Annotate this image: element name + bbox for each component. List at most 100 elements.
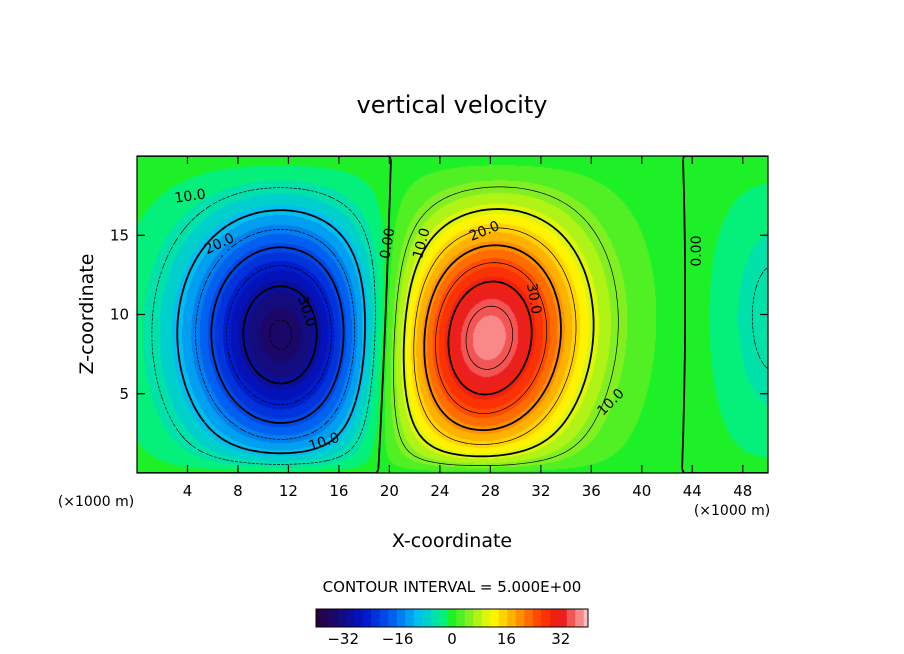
colorbar-swatch — [541, 609, 546, 627]
x-axis-unit-right: (×1000 m) — [694, 503, 770, 519]
contour--25 — [226, 265, 332, 406]
x-tick-label: 4 — [183, 482, 193, 500]
y-tick-label: 10 — [110, 306, 129, 324]
contour--10 — [176, 209, 366, 455]
colorbar-swatch — [464, 609, 470, 627]
colorbar-tick-label: −16 — [382, 630, 414, 648]
colorbar-swatch — [532, 609, 538, 627]
colorbar-swatch — [494, 609, 500, 627]
colorbar-swatch — [316, 609, 321, 627]
colorbar-swatch — [511, 609, 517, 627]
x-tick-label: 12 — [279, 482, 298, 500]
colorbar-swatch — [481, 609, 487, 627]
colorbar-swatch — [392, 609, 398, 627]
x-tick-label: 24 — [430, 482, 449, 500]
colorbar-swatch — [371, 609, 376, 627]
colorbar-swatch — [571, 609, 576, 627]
contour-label: 10.0 — [410, 226, 434, 260]
contour-label-group-9: 0.00 — [689, 236, 705, 267]
colorbar-swatch — [354, 609, 359, 627]
colorbar-swatch — [456, 609, 461, 627]
x-tick-label: 48 — [733, 482, 752, 500]
colorbar-swatch — [498, 609, 504, 627]
colorbar-swatch — [396, 609, 402, 627]
contour-label: 0.00 — [377, 227, 398, 260]
x-tick-label: 36 — [582, 482, 601, 500]
y-tick-label: 15 — [110, 226, 129, 244]
contour-0 — [137, 156, 768, 473]
contour-35 — [465, 305, 514, 370]
contour-30 — [447, 280, 533, 396]
velocity-field-heatmap — [137, 156, 768, 473]
contour-25 — [435, 262, 548, 414]
colorbar-swatch — [447, 609, 453, 627]
colorbar-swatch — [452, 609, 457, 627]
contour-interval-text: CONTOUR INTERVAL = 5.000E+00 — [323, 578, 582, 596]
colorbar-swatch — [379, 609, 385, 627]
colorbar-swatch — [337, 609, 342, 627]
colorbar-swatch — [384, 609, 389, 627]
colorbar-tick-label: 0 — [447, 630, 457, 648]
colorbar-frame — [315, 608, 589, 628]
colorbar-swatch — [554, 609, 559, 627]
x-tick-label: 16 — [329, 482, 348, 500]
x-tick-label: 32 — [531, 482, 550, 500]
colorbar-swatch — [469, 609, 474, 627]
colorbar-swatch — [460, 609, 466, 627]
y-tick-label: 5 — [119, 385, 129, 403]
colorbar-swatch — [583, 609, 589, 627]
x-axis-ticks: 4 8 12 16 20 24 28 32 36 40 44 48 — [183, 156, 752, 500]
contour--15 — [195, 229, 355, 440]
contour-label: 30.0 — [523, 282, 544, 315]
contour--30 — [242, 285, 318, 385]
y-axis-label: Z-coordinate — [76, 254, 98, 375]
colorbar-swatch — [524, 609, 529, 627]
colorbar-swatch — [333, 609, 338, 627]
contour--5 — [151, 187, 768, 465]
colorbar-swatch — [341, 609, 347, 627]
colorbar-swatch — [388, 609, 393, 627]
colorbar-swatch — [549, 609, 555, 627]
x-tick-label: 44 — [683, 482, 702, 500]
colorbar-swatch — [435, 609, 440, 627]
colorbar-tick-label: −32 — [327, 630, 359, 648]
colorbar-swatch — [490, 609, 495, 627]
colorbar-swatch — [320, 609, 325, 627]
x-tick-label: 8 — [233, 482, 243, 500]
colorbar-swatch — [418, 609, 423, 627]
colorbar-swatch — [345, 609, 351, 627]
colorbar-swatch — [362, 609, 368, 627]
colorbar — [315, 608, 589, 628]
colorbar-swatch — [324, 609, 330, 627]
colorbar-ticks: −32 −16 0 16 32 — [327, 630, 570, 648]
contour-5 — [393, 186, 619, 466]
colorbar-swatch — [367, 609, 372, 627]
colorbar-swatch — [358, 609, 364, 627]
colorbar-tick-label: 32 — [551, 630, 570, 648]
contour-lines — [137, 156, 768, 473]
colorbar-swatch — [477, 609, 483, 627]
x-tick-label: 20 — [380, 482, 399, 500]
colorbar-swatch — [579, 609, 585, 627]
contour-20 — [423, 244, 562, 431]
contour-label: 0.00 — [689, 236, 705, 267]
colorbar-swatch — [401, 609, 406, 627]
colorbar-swatch — [426, 609, 432, 627]
y-axis-ticks: 5 10 15 — [110, 226, 768, 403]
colorbar-swatch — [558, 609, 563, 627]
contour--20 — [210, 246, 345, 424]
contour-15 — [413, 227, 577, 445]
colorbar-swatch — [515, 609, 521, 627]
colorbar-swatch — [443, 609, 449, 627]
x-axis-unit-left: (×1000 m) — [58, 494, 134, 510]
colorbar-swatch — [405, 609, 410, 627]
chart-title: vertical velocity — [357, 91, 548, 119]
colorbar-swatch — [409, 609, 415, 627]
colorbar-swatch — [503, 609, 508, 627]
x-tick-label: 40 — [632, 482, 651, 500]
colorbar-swatch — [430, 609, 436, 627]
contour--35 — [269, 319, 293, 350]
colorbar-tick-label: 16 — [497, 630, 516, 648]
colorbar-swatch — [350, 609, 355, 627]
colorbar-swatch — [375, 609, 381, 627]
